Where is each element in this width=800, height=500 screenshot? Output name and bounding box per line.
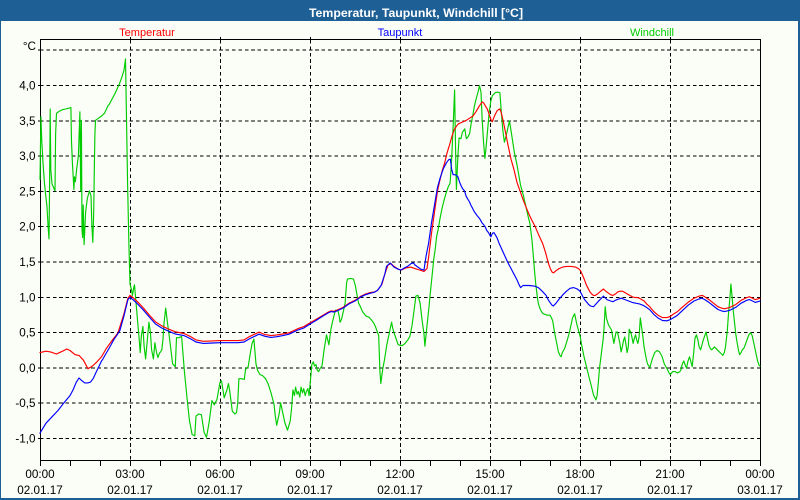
svg-text:15:00: 15:00 [475, 468, 505, 481]
svg-text:02.01.17: 02.01.17 [647, 484, 693, 497]
svg-text:03:00: 03:00 [115, 468, 145, 481]
svg-text:Taupunkt: Taupunkt [378, 27, 423, 39]
svg-text:0,5: 0,5 [19, 327, 36, 340]
svg-text:2,5: 2,5 [19, 185, 36, 198]
svg-text:°C: °C [23, 40, 36, 53]
svg-text:18:00: 18:00 [565, 468, 595, 481]
svg-text:00:00: 00:00 [745, 468, 775, 481]
svg-text:3,0: 3,0 [19, 150, 36, 163]
svg-text:06:00: 06:00 [205, 468, 235, 481]
svg-text:02.01.17: 02.01.17 [107, 484, 153, 497]
svg-text:09:00: 09:00 [295, 468, 325, 481]
svg-text:2,0: 2,0 [19, 221, 36, 234]
svg-text:-0,5: -0,5 [15, 397, 36, 410]
svg-text:Windchill: Windchill [630, 27, 674, 39]
svg-text:4,0: 4,0 [19, 80, 36, 93]
svg-text:Temperatur: Temperatur [119, 27, 175, 39]
svg-text:02.01.17: 02.01.17 [557, 484, 603, 497]
svg-text:02.01.17: 02.01.17 [287, 484, 333, 497]
svg-text:1,5: 1,5 [19, 256, 36, 269]
svg-text:00:00: 00:00 [25, 468, 55, 481]
svg-text:3,5: 3,5 [19, 115, 36, 128]
svg-text:03.01.17: 03.01.17 [737, 484, 783, 497]
svg-text:12:00: 12:00 [385, 468, 415, 481]
svg-text:02.01.17: 02.01.17 [377, 484, 423, 497]
svg-text:21:00: 21:00 [655, 468, 685, 481]
svg-text:02.01.17: 02.01.17 [467, 484, 513, 497]
svg-text:1,0: 1,0 [19, 291, 36, 304]
svg-text:02.01.17: 02.01.17 [17, 484, 63, 497]
svg-text:Temperatur, Taupunkt, Windchil: Temperatur, Taupunkt, Windchill [°C] [309, 6, 523, 20]
svg-text:02.01.17: 02.01.17 [197, 484, 243, 497]
svg-text:-1,0: -1,0 [15, 433, 36, 446]
svg-text:0,0: 0,0 [19, 362, 36, 375]
